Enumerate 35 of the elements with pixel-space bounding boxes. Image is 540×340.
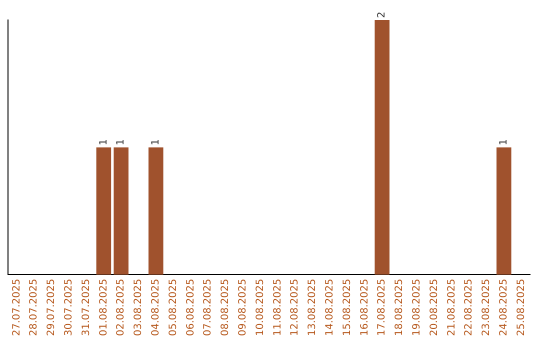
x-tick-label: 15.08.2025 [342, 278, 353, 336]
data-label: 1 [98, 138, 110, 146]
x-tick-label: 19.08.2025 [411, 278, 422, 336]
x-tick-label: 21.08.2025 [446, 278, 458, 336]
x-tick-label: 08.08.2025 [220, 278, 232, 336]
data-label: 2 [376, 12, 388, 18]
x-tick-label: 05.08.2025 [168, 278, 179, 336]
data-label: 1 [150, 138, 162, 146]
x-tick-label: 29.07.2025 [46, 278, 58, 336]
x-tick-label: 01.08.2025 [98, 278, 110, 336]
x-tick-label: 14.08.2025 [324, 278, 336, 336]
x-tick-label: 06.08.2025 [185, 278, 196, 336]
x-tick-label: 22.08.2025 [464, 278, 475, 336]
x-tick-label: 24.08.2025 [498, 278, 510, 336]
data-label: 1 [116, 138, 127, 146]
data-label: 1 [498, 138, 510, 146]
x-tick-label: 04.08.2025 [150, 278, 162, 336]
x-tick-label: 20.08.2025 [428, 278, 440, 336]
x-tick-label: 30.07.2025 [63, 278, 74, 336]
x-tick-label: 02.08.2025 [116, 278, 127, 336]
x-tick-label: 11.08.2025 [272, 278, 284, 336]
x-tick-label: 31.07.2025 [80, 278, 92, 336]
x-tick-label: 27.07.2025 [11, 278, 22, 336]
x-tick-label: 17.08.2025 [376, 278, 388, 336]
x-tick-label: 16.08.2025 [359, 278, 370, 336]
x-tick-label: 13.08.2025 [307, 278, 318, 336]
x-tick-label: 25.08.2025 [516, 278, 527, 336]
x-tick-label: 12.08.2025 [290, 278, 301, 336]
x-tick-label: 03.08.2025 [133, 278, 144, 336]
x-tick-label: 28.07.2025 [28, 278, 40, 336]
x-tick-label: 23.08.2025 [481, 278, 492, 336]
x-tick-label: 10.08.2025 [254, 278, 266, 336]
x-tick-label: 18.08.2025 [394, 278, 406, 336]
x-tick-label: 09.08.2025 [237, 278, 248, 336]
x-tick-label: 07.08.2025 [202, 278, 214, 336]
